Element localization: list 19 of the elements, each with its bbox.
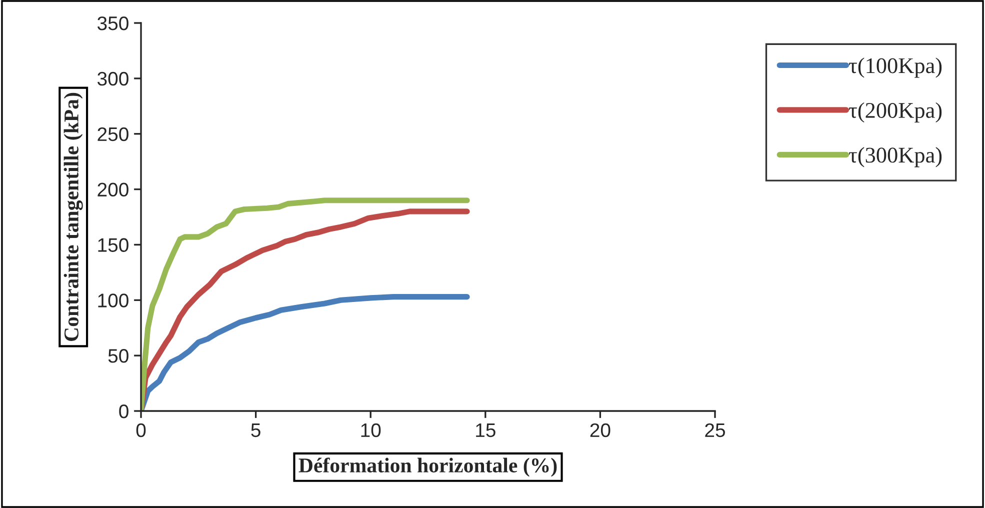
legend-label: τ(200Kpa) [848, 102, 942, 122]
y-tick-label: 200 [98, 182, 128, 197]
y-tick-label: 0 [119, 404, 128, 418]
x-tick-label: 0 [136, 423, 146, 438]
y-tick-label: 150 [98, 238, 128, 252]
legend-label: τ(300Kpa) [848, 147, 942, 168]
x-axis-title: Déformation horizontale (%) [298, 458, 557, 477]
y-tick-label: 100 [98, 294, 128, 308]
y-tick-label: 350 [97, 16, 128, 30]
legend-label: τ(100Kpa) [848, 58, 942, 78]
x-tick-label: 5 [251, 424, 260, 438]
x-tick-label: 20 [590, 423, 610, 438]
x-tick-label: 25 [705, 423, 725, 438]
y-axis-title: Contrainte tangentille (kPa) [64, 92, 83, 341]
x-tick-label: 15 [476, 424, 496, 438]
y-tick-label: 250 [98, 127, 128, 142]
y-tick-label: 50 [108, 349, 128, 363]
x-tick-label: 10 [361, 423, 381, 438]
y-tick-label: 300 [97, 72, 128, 86]
